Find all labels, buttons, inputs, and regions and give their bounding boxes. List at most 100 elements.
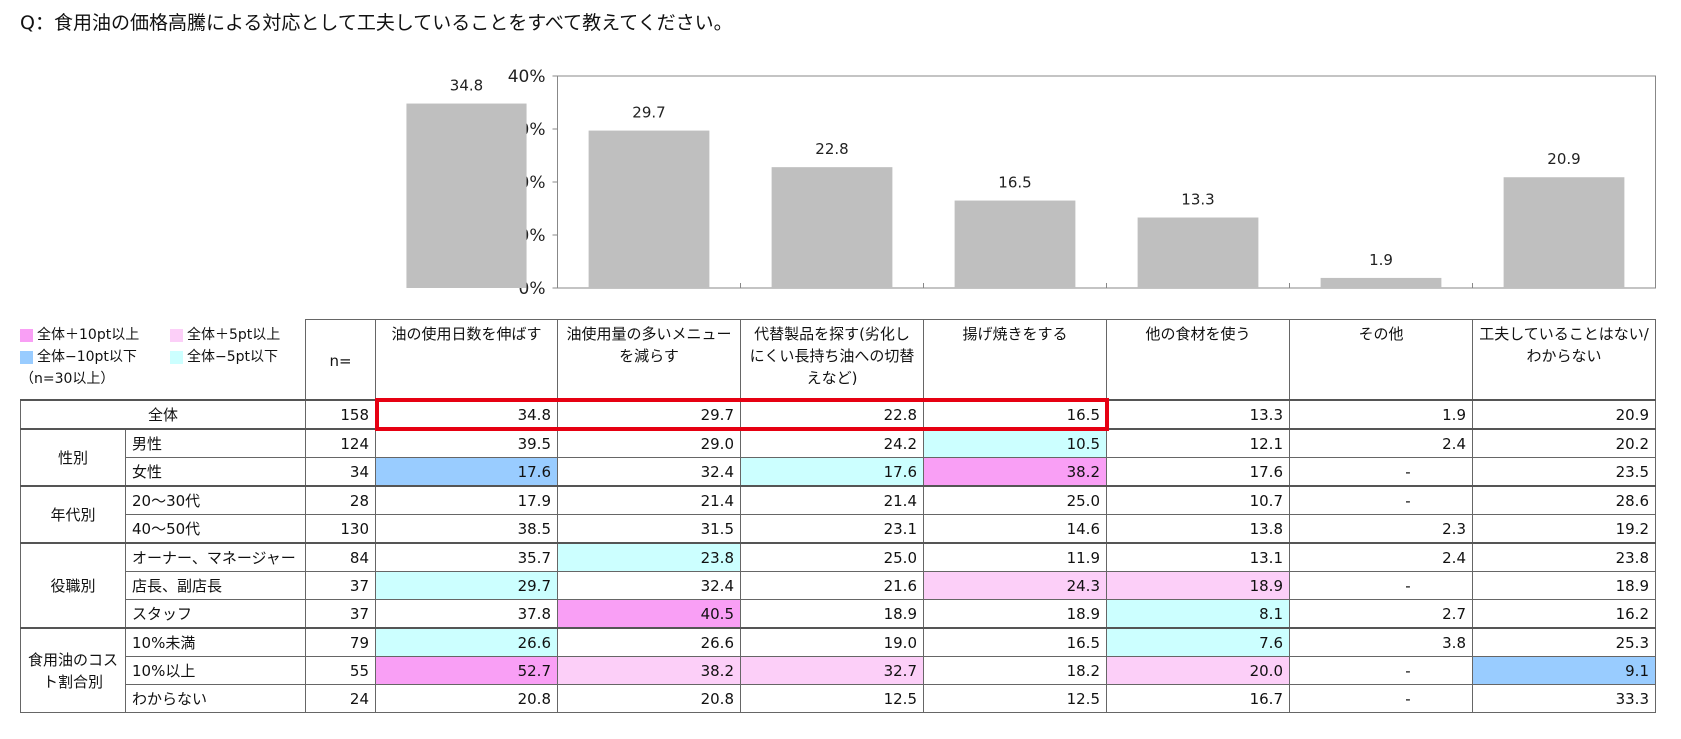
value-cell: 37.8 — [375, 599, 558, 629]
bar — [1320, 277, 1442, 288]
question-title: Q：食用油の価格高騰による対応として工夫していることをすべて教えてください。 — [20, 12, 733, 34]
value-cell: 25.0 — [923, 485, 1107, 515]
data-label: 29.7 — [632, 104, 665, 122]
value-cell: 18.9 — [923, 599, 1107, 629]
value-cell: 21.6 — [740, 571, 924, 600]
value-cell: 21.4 — [740, 485, 924, 515]
value-cell: 33.3 — [1472, 684, 1656, 713]
value-cell: 13.3 — [1106, 399, 1290, 430]
value-cell: 17.9 — [375, 485, 558, 515]
value-cell: - — [1289, 457, 1473, 487]
value-cell: 21.4 — [557, 485, 741, 515]
value-cell: 20.8 — [557, 684, 741, 713]
value-cell: 2.4 — [1289, 428, 1473, 458]
value-cell: 17.6 — [375, 457, 558, 487]
value-cell: 26.6 — [375, 627, 558, 657]
value-cell: 13.1 — [1106, 542, 1290, 572]
bar-chart: 0%10%20%30%40%34.829.722.816.513.31.920.… — [406, 67, 1656, 299]
row-label: 20〜30代 — [125, 485, 306, 515]
highlight-box — [374, 398, 1109, 431]
data-label: 22.8 — [815, 140, 848, 158]
value-cell: 38.2 — [557, 656, 741, 685]
row-label: 男性 — [125, 428, 306, 458]
row-label: 10%未満 — [125, 627, 306, 657]
value-cell: 12.5 — [923, 684, 1107, 713]
value-cell: 16.5 — [923, 627, 1107, 657]
value-cell: 35.7 — [375, 542, 558, 572]
row-label: わからない — [125, 684, 306, 713]
n-cell: 124 — [305, 428, 376, 458]
group-label: 性別 — [20, 428, 126, 487]
value-cell: 20.8 — [375, 684, 558, 713]
value-cell: 40.5 — [557, 599, 741, 629]
y-tick-label: 40% — [508, 67, 546, 87]
value-cell: 10.7 — [1106, 485, 1290, 515]
value-cell: 18.2 — [923, 656, 1107, 685]
bar — [406, 103, 527, 288]
value-cell: 18.9 — [1472, 571, 1656, 600]
value-cell: 8.1 — [1106, 599, 1290, 629]
value-cell: 20.2 — [1472, 428, 1656, 458]
value-cell: 9.1 — [1472, 656, 1656, 685]
column-header: 揚げ焼きをする — [923, 319, 1107, 401]
plot-area — [557, 75, 1656, 289]
value-cell: 20.0 — [1106, 656, 1290, 685]
data-label: 34.8 — [450, 77, 483, 95]
value-cell: 34.8 — [375, 399, 558, 430]
value-cell: 23.8 — [557, 542, 741, 572]
value-cell: - — [1289, 656, 1473, 685]
value-cell: 24.2 — [740, 428, 924, 458]
value-cell: 32.4 — [557, 457, 741, 487]
n-header: n= — [305, 319, 376, 401]
bar — [1503, 177, 1625, 288]
n-cell: 24 — [305, 684, 376, 713]
total-label: 全体 — [20, 399, 306, 430]
value-cell: 7.6 — [1106, 627, 1290, 657]
n-cell: 37 — [305, 599, 376, 629]
value-cell: 2.7 — [1289, 599, 1473, 629]
column-header: 油の使用日数を伸ばす — [375, 319, 558, 401]
value-cell: 23.5 — [1472, 457, 1656, 487]
value-cell: - — [1289, 485, 1473, 515]
column-header: 油使用量の多いメニューを減らす — [557, 319, 741, 401]
value-cell: 31.5 — [557, 514, 741, 544]
value-cell: 32.7 — [740, 656, 924, 685]
value-cell: 28.6 — [1472, 485, 1656, 515]
value-cell: 12.1 — [1106, 428, 1290, 458]
column-header: 工夫していることはない/わからない — [1472, 319, 1656, 401]
value-cell: 12.5 — [740, 684, 924, 713]
value-cell: 29.0 — [557, 428, 741, 458]
data-table: n= 油の使用日数を伸ばす 油使用量の多いメニューを減らす 代替製品を探す(劣化しにく… — [20, 319, 1656, 713]
value-cell: 17.6 — [740, 457, 924, 487]
value-cell: 38.2 — [923, 457, 1107, 487]
value-cell: 1.9 — [1289, 399, 1473, 430]
value-cell: 19.2 — [1472, 514, 1656, 544]
value-cell: 26.6 — [557, 627, 741, 657]
value-cell: 39.5 — [375, 428, 558, 458]
bar — [1137, 217, 1259, 288]
value-cell: 38.5 — [375, 514, 558, 544]
column-header: 代替製品を探す(劣化しにくい長持ち油への切替えなど) — [740, 319, 924, 401]
value-cell: 18.9 — [1106, 571, 1290, 600]
group-label: 食用油のコスト割合別 — [20, 627, 126, 713]
value-cell: 23.1 — [740, 514, 924, 544]
data-label: 16.5 — [998, 174, 1031, 192]
value-cell: - — [1289, 684, 1473, 713]
n-cell: 55 — [305, 656, 376, 685]
value-cell: 10.5 — [923, 428, 1107, 458]
value-cell: 3.8 — [1289, 627, 1473, 657]
n-cell: 130 — [305, 514, 376, 544]
column-header: 他の食材を使う — [1106, 319, 1290, 401]
row-label: オーナー、マネージャー — [125, 542, 306, 572]
legend-cell — [20, 319, 306, 401]
value-cell: 2.3 — [1289, 514, 1473, 544]
value-cell: 16.7 — [1106, 684, 1290, 713]
value-cell: 17.6 — [1106, 457, 1290, 487]
value-cell: 19.0 — [740, 627, 924, 657]
value-cell: 18.9 — [740, 599, 924, 629]
value-cell: 2.4 — [1289, 542, 1473, 572]
row-label: スタッフ — [125, 599, 306, 629]
value-cell: 20.9 — [1472, 399, 1656, 430]
bar — [771, 167, 893, 288]
bar — [588, 130, 710, 288]
